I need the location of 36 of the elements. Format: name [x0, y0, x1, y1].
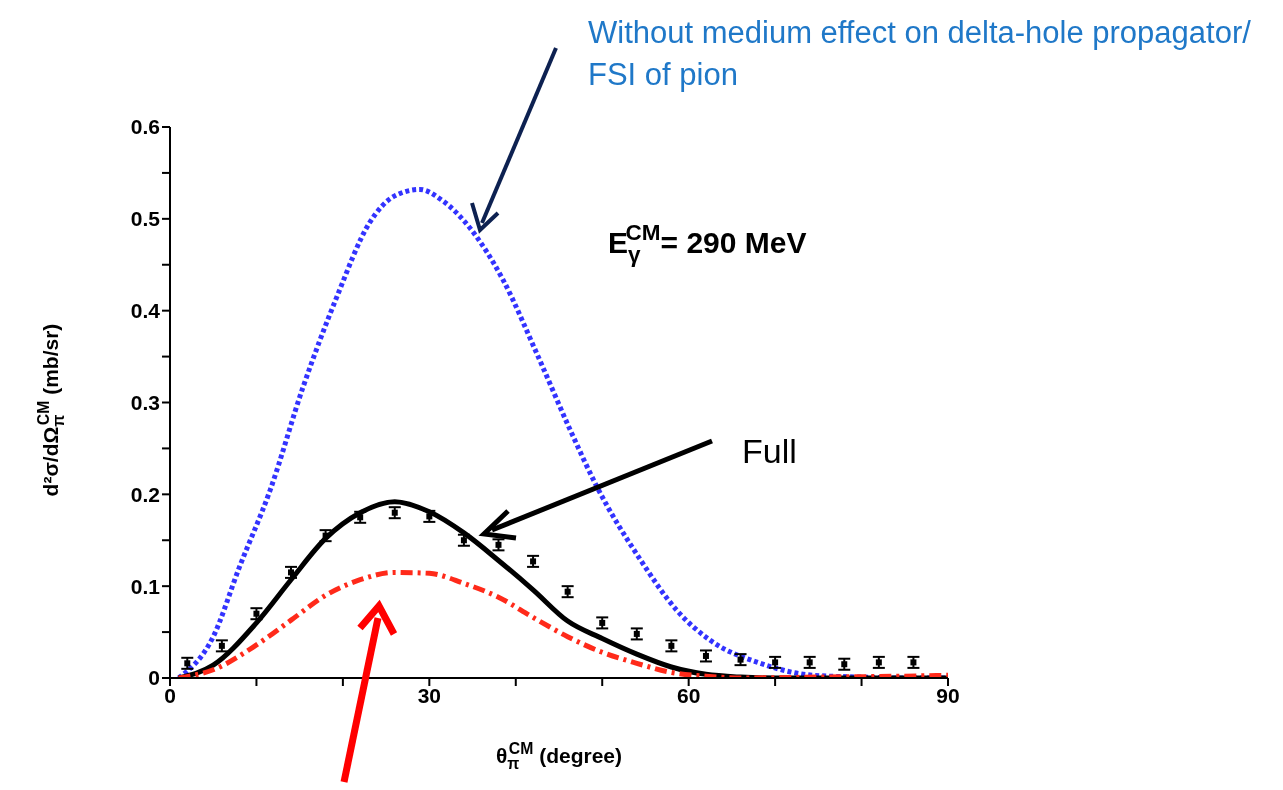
y-tick-label: 0.6 [130, 115, 160, 139]
point [218, 642, 225, 649]
point [530, 558, 537, 565]
point [184, 660, 191, 667]
annotation: Full [742, 432, 797, 470]
y-axis-title: d²σ/dΩπCM (mb/sr) [34, 323, 68, 497]
y-tick-label: 0.3 [130, 390, 160, 414]
y-tick-label: 0.5 [130, 207, 161, 231]
x-tick-label: 90 [936, 683, 960, 707]
y-tick-label: 0.2 [130, 482, 160, 506]
point [357, 514, 364, 521]
text: Without medium effect on delta-hole propagator/ FSI of pion [588, 14, 1252, 94]
y-tick-label: 0.4 [130, 299, 161, 323]
point [737, 656, 744, 663]
point [599, 619, 606, 626]
point [495, 541, 502, 548]
point [772, 659, 779, 666]
x-tick-label: 30 [417, 683, 442, 707]
x-tick-label: 0 [164, 683, 176, 707]
point [910, 659, 917, 666]
y-tick-label: 0.1 [130, 574, 161, 598]
x-tick-label: 60 [676, 683, 701, 707]
y-tick-label: 0 [148, 666, 160, 690]
point [426, 513, 433, 520]
point [806, 659, 813, 666]
point [460, 537, 467, 544]
point [841, 661, 848, 668]
point [322, 532, 329, 539]
point [391, 509, 398, 516]
point [564, 588, 571, 595]
point [702, 652, 709, 659]
point [288, 569, 295, 576]
point [668, 642, 675, 649]
point [875, 659, 882, 666]
point [633, 630, 640, 637]
point [253, 610, 260, 617]
